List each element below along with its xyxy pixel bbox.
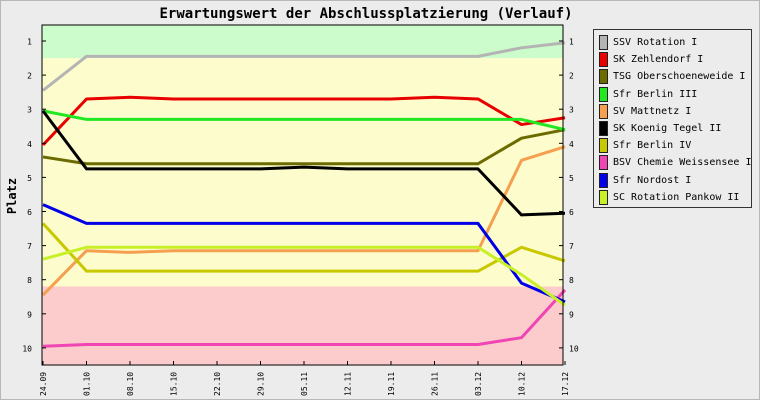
legend-label: BSV Chemie Weissensee I: [613, 157, 752, 169]
series-line-1: [41, 95, 566, 147]
band-0: [42, 25, 563, 59]
x-tick-label-12: 17.12: [561, 372, 570, 396]
legend-item: SC Rotation Pankow II: [599, 189, 739, 206]
y-tick-label-left-8: 8: [27, 276, 32, 285]
y-tick-label-right-8: 8: [569, 276, 574, 285]
x-tick-label-7: 12.11: [344, 372, 353, 396]
y-tick-label-right-6: 6: [569, 208, 574, 217]
y-tick-label-right-3: 3: [569, 106, 574, 115]
x-tick-label-5: 29.10: [257, 372, 266, 396]
y-tick-label-left-3: 3: [27, 106, 32, 115]
y-tick-label-right-2: 2: [569, 72, 574, 81]
legend-swatch: [599, 86, 608, 102]
y-tick-label-right-10: 10: [569, 344, 579, 353]
x-tick-label-8: 19.11: [387, 372, 396, 396]
x-tick-label-11: 10.12: [518, 372, 527, 396]
y-tick-label-left-6: 6: [27, 208, 32, 217]
x-tick-label-10: 03.12: [474, 372, 483, 396]
y-tick-label-left-2: 2: [27, 72, 32, 81]
legend-item: SK Zehlendorf I: [599, 51, 703, 68]
chart-title: Erwartungswert der Abschlussplatzierung …: [159, 6, 572, 22]
legend-item: Sfr Berlin IV: [599, 137, 691, 154]
y-tick-label-left-4: 4: [27, 140, 32, 149]
legend-swatch: [599, 121, 608, 136]
y-tick-label-left-5: 5: [27, 174, 32, 183]
x-tick-label-4: 22.10: [213, 372, 222, 396]
legend-swatch: [599, 138, 608, 154]
series-line-9: [42, 245, 566, 307]
series-line-8: [42, 203, 566, 304]
x-tick-label-9: 26.11: [431, 372, 440, 396]
x-tick-label-3: 15.10: [170, 372, 179, 396]
legend-item: SV Mattnetz I: [599, 103, 691, 120]
legend-item: Sfr Nordost I: [599, 172, 691, 189]
series-line-0: [42, 41, 566, 92]
y-tick-label-right-4: 4: [569, 140, 574, 149]
legend-label: SSV Rotation I: [613, 37, 698, 48]
y-tick-label-right-5: 5: [569, 174, 574, 183]
legend-label: SV Mattnetz I: [613, 105, 692, 117]
x-tick-label-2: 08.10: [126, 372, 135, 396]
band-2: [42, 286, 563, 365]
legend-swatch: [599, 35, 608, 50]
y-tick-label-right-7: 7: [569, 242, 574, 251]
legend-label: TSG Oberschoeneweide I: [613, 71, 746, 83]
legend-swatch: [599, 172, 608, 188]
legend-swatch: [599, 103, 608, 119]
series-line-5: [41, 110, 566, 217]
legend-item: SSV Rotation I: [599, 34, 697, 51]
legend-swatch: [599, 69, 608, 85]
legend-label: SC Rotation Pankow II: [613, 191, 740, 203]
legend-label: SK Koenig Tegel II: [613, 123, 722, 134]
y-tick-label-left-9: 9: [27, 310, 32, 319]
legend: SSV Rotation I SK Zehlendorf I TSG Obersch…: [593, 29, 752, 208]
legend-item: Sfr Berlin III: [599, 86, 697, 103]
series-line-3: [42, 109, 566, 132]
legend-swatch: [599, 189, 608, 205]
x-tick-label-0: 24.09: [39, 372, 48, 396]
x-tick-label-1: 01.10: [83, 372, 92, 396]
legend-swatch: [599, 155, 608, 171]
series-line-7: [42, 288, 567, 348]
series-line-4: [41, 145, 566, 297]
plot-border: [41, 24, 564, 366]
legend-label: Sfr Nordost I: [613, 174, 692, 186]
y-tick-label-right-1: 1: [569, 38, 574, 47]
y-tick-label-left-7: 7: [27, 242, 32, 251]
x-tick-label-6: 05.11: [300, 372, 309, 396]
y-axis-label: Platz: [5, 178, 19, 214]
legend-label: SK Zehlendorf I: [613, 54, 704, 66]
legend-item: SK Koenig Tegel II: [599, 120, 721, 137]
y-tick-label-right-9: 9: [569, 310, 574, 319]
legend-swatch: [599, 52, 608, 68]
legend-item: TSG Oberschoeneweide I: [599, 68, 745, 85]
legend-item: BSV Chemie Weissensee I: [599, 154, 751, 171]
legend-label: Sfr Berlin III: [613, 88, 698, 100]
series-line-6: [41, 222, 566, 273]
legend-label: Sfr Berlin IV: [613, 140, 692, 152]
series-line-2: [42, 128, 566, 166]
y-tick-label-left-1: 1: [27, 38, 32, 47]
y-tick-label-left-10: 10: [22, 344, 32, 353]
